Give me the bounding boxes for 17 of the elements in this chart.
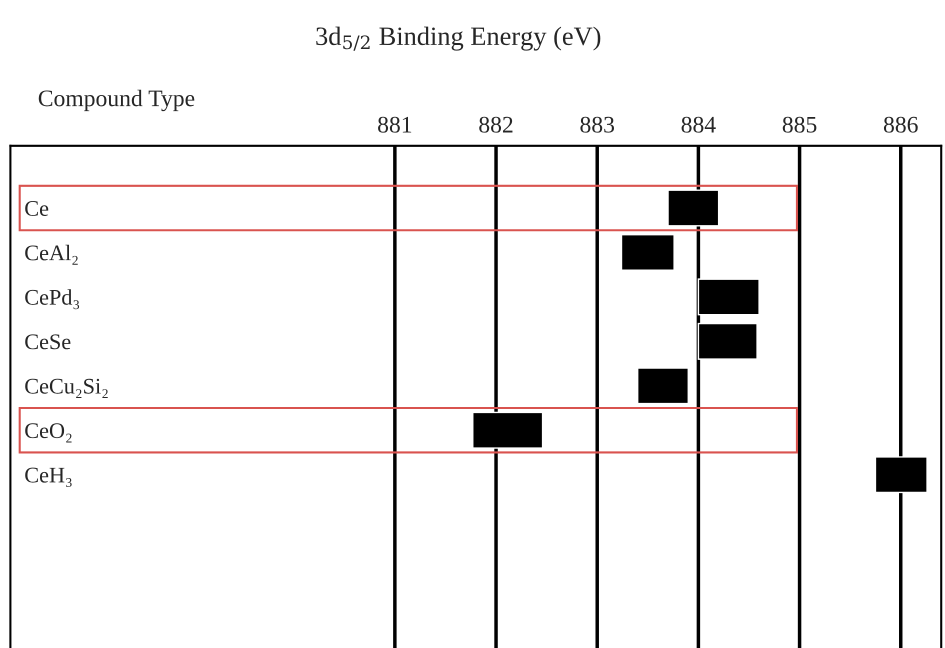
y-tick-label: CeO₂ xyxy=(25,423,72,442)
x-tick-label: 882 xyxy=(479,116,512,133)
y-tick-label: CePd₃ xyxy=(25,289,80,310)
bar xyxy=(636,367,689,404)
y-tick-label: CeAl₂ xyxy=(25,244,78,265)
x-tick-label: 883 xyxy=(580,116,614,133)
y-tick-label: CeCu₂Si₂ xyxy=(25,378,108,398)
y-tick-label: CeSe xyxy=(25,334,70,350)
chart-title: 3d$_{5/2}$ Binding Energy (eV) xyxy=(316,26,600,51)
x-tick-label: 885 xyxy=(782,116,816,133)
y-tick-label: CeH₃ xyxy=(25,468,72,487)
x-tick-label: 886 xyxy=(884,116,918,133)
y-tick-label: Ce xyxy=(25,201,48,216)
x-tick-label: 884 xyxy=(682,116,716,133)
bar xyxy=(620,234,675,271)
x-tick-label: 881 xyxy=(378,116,412,133)
y-axis-title: Compound Type xyxy=(38,90,194,112)
